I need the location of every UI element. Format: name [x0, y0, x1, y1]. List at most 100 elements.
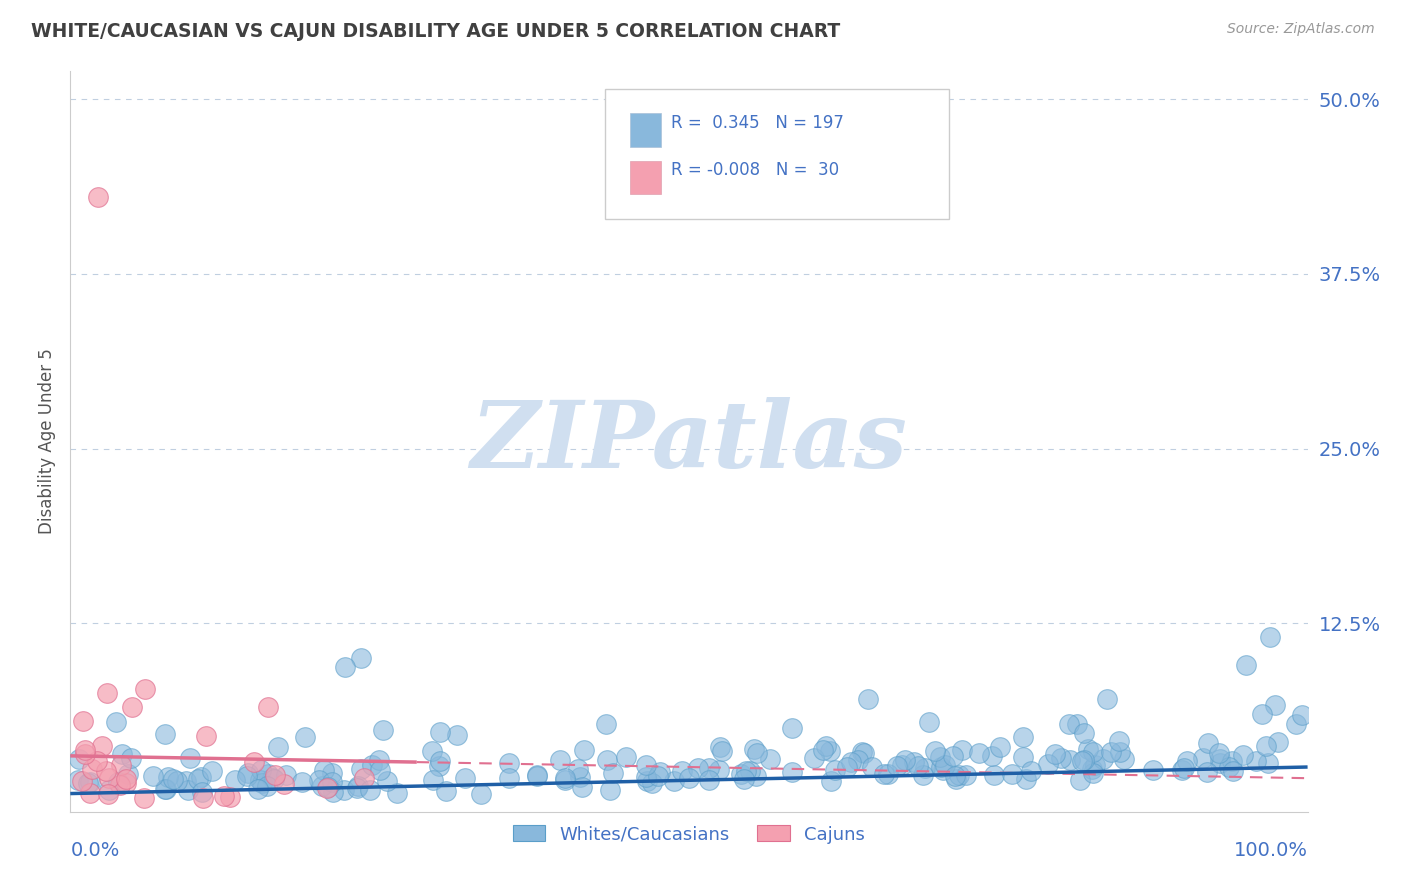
Point: [256, 779, 278, 793]
Point: [893, 753, 915, 767]
Point: [903, 756, 925, 770]
Point: [121, 700, 143, 714]
Point: [273, 777, 295, 791]
Point: [526, 769, 548, 783]
Point: [224, 772, 246, 787]
Point: [929, 760, 952, 774]
Point: [368, 763, 391, 777]
Point: [967, 747, 990, 761]
Point: [166, 773, 188, 788]
Point: [948, 768, 970, 782]
Point: [1015, 772, 1038, 787]
Text: ZIPatlas: ZIPatlas: [471, 397, 907, 486]
Point: [1057, 716, 1080, 731]
Point: [526, 768, 548, 782]
Point: [1171, 763, 1194, 777]
Point: [263, 772, 285, 786]
Point: [988, 740, 1011, 755]
Point: [98, 783, 121, 797]
Point: [860, 759, 883, 773]
Point: [79, 786, 101, 800]
Point: [498, 756, 520, 770]
Point: [599, 783, 621, 797]
Point: [1077, 742, 1099, 756]
Point: [257, 700, 280, 714]
Point: [814, 739, 837, 754]
Point: [238, 765, 260, 780]
Point: [1050, 750, 1073, 764]
Point: [316, 780, 339, 794]
Point: [1083, 745, 1105, 759]
Point: [1197, 736, 1219, 750]
Point: [1254, 739, 1277, 753]
Text: Source: ZipAtlas.com: Source: ZipAtlas.com: [1227, 22, 1375, 37]
Point: [955, 768, 977, 782]
Point: [1043, 747, 1066, 762]
Point: [1142, 763, 1164, 777]
Point: [132, 790, 155, 805]
Point: [780, 764, 803, 779]
Point: [641, 776, 664, 790]
Point: [174, 773, 197, 788]
Point: [733, 772, 755, 786]
Point: [1208, 752, 1230, 766]
Point: [79, 775, 101, 789]
Point: [82, 762, 104, 776]
Point: [942, 749, 965, 764]
Point: [1208, 746, 1230, 760]
Point: [707, 763, 730, 777]
Point: [745, 769, 768, 783]
Point: [350, 762, 373, 776]
Point: [647, 769, 669, 783]
Text: WHITE/CAUCASIAN VS CAJUN DISABILITY AGE UNDER 5 CORRELATION CHART: WHITE/CAUCASIAN VS CAJUN DISABILITY AGE …: [31, 22, 841, 41]
Point: [333, 782, 356, 797]
Point: [596, 753, 619, 767]
Point: [745, 746, 768, 760]
Point: [602, 765, 624, 780]
Point: [1059, 753, 1081, 767]
Point: [97, 788, 120, 802]
Point: [1264, 698, 1286, 713]
Point: [1195, 765, 1218, 780]
Point: [839, 756, 862, 770]
Y-axis label: Disability Age Under 5: Disability Age Under 5: [38, 349, 56, 534]
Point: [1232, 748, 1254, 763]
Point: [115, 776, 138, 790]
Point: [294, 730, 316, 744]
Point: [1260, 630, 1282, 644]
Point: [1208, 756, 1230, 770]
Point: [377, 773, 399, 788]
Point: [111, 747, 134, 761]
Point: [1251, 706, 1274, 721]
Point: [200, 764, 222, 778]
Point: [1220, 754, 1243, 768]
Point: [554, 772, 576, 787]
Point: [249, 772, 271, 787]
Point: [1108, 734, 1130, 748]
Point: [98, 771, 121, 785]
Point: [1291, 708, 1313, 723]
Point: [803, 751, 825, 765]
Point: [678, 771, 700, 785]
Point: [134, 681, 156, 696]
Point: [311, 779, 333, 793]
Point: [360, 758, 382, 772]
Point: [1222, 764, 1244, 779]
Point: [187, 772, 209, 786]
Point: [664, 773, 686, 788]
Point: [813, 743, 835, 757]
Point: [420, 744, 443, 758]
Point: [427, 759, 450, 773]
Text: R =  0.345   N = 197: R = 0.345 N = 197: [671, 114, 844, 132]
Point: [155, 781, 177, 796]
Point: [195, 730, 218, 744]
Point: [291, 775, 314, 789]
Point: [837, 760, 859, 774]
Point: [943, 769, 966, 783]
Point: [243, 755, 266, 769]
Point: [873, 767, 896, 781]
Point: [1092, 752, 1115, 766]
Point: [877, 767, 900, 781]
Point: [429, 725, 451, 739]
Point: [218, 789, 240, 804]
